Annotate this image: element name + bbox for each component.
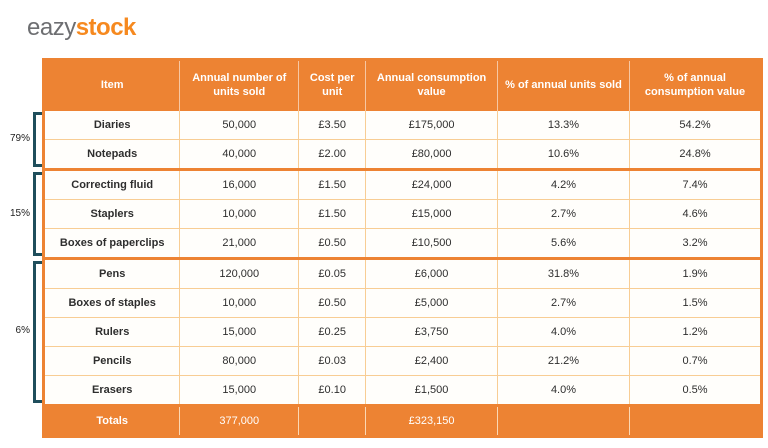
cell-item: Rulers [95,326,130,338]
cell-consumption-value: £2,400 [365,347,497,375]
cell-item: Staplers [90,208,134,220]
section-bracket-a [33,112,46,167]
table-row: Pencils 80,000 £0.03 £2,400 21.2% 0.7% [45,346,760,375]
cell-pct-units: 13.3% [496,111,629,139]
cell-pct-value: 7.4% [629,171,760,199]
section-share-label-c: 6% [15,325,30,336]
cell-item: Pens [99,268,126,280]
col-header-pct-units-sold: % of annual units sold [496,61,629,111]
cell-units: 120,000 [179,260,298,288]
cell-units: 80,000 [179,347,298,375]
cell-consumption-value: £24,000 [365,171,497,199]
cell-units: 10,000 [179,289,298,317]
table-row: Erasers 15,000 £0.10 £1,500 4.0% 0.5% [45,375,760,404]
cell-item: Notepads [87,148,138,160]
section-share-label-b: 15% [9,208,30,219]
table-row: Notepads 40,000 £2.00 £80,000 10.6% 24.8… [45,139,760,168]
cell-pct-value: 3.2% [629,229,760,257]
col-header-annual-consumption-value: Annual consumption value [365,61,497,111]
cell-consumption-value: £15,000 [365,200,497,228]
cell-item: Pencils [92,355,132,367]
col-header-pct-consumption-value: % of annual consumption value [629,61,760,111]
cell-consumption-value: £175,000 [365,111,497,139]
cell-units: 50,000 [179,111,298,139]
cell-cost: £0.03 [298,347,365,375]
cell-cost: £0.05 [298,260,365,288]
totals-row: Totals 377,000 £323,150 [45,404,760,435]
logo-text-eazy: eazy [27,14,76,41]
cell-pct-value: 54.2% [629,111,760,139]
cell-pct-value: 1.2% [629,318,760,346]
cell-item: Erasers [92,384,133,396]
totals-cost [298,407,365,435]
table-row: Diaries 50,000 £3.50 £175,000 13.3% 54.2… [45,111,760,139]
cell-pct-units: 5.6% [496,229,629,257]
table-row: Pens 120,000 £0.05 £6,000 31.8% 1.9% [45,260,760,288]
table-section-b: Correcting fluid 16,000 £1.50 £24,000 4.… [45,168,760,257]
cell-units: 10,000 [179,200,298,228]
cell-units: 21,000 [179,229,298,257]
cell-consumption-value: £6,000 [365,260,497,288]
totals-pct-value [629,407,760,435]
cell-consumption-value: £1,500 [365,376,497,404]
table-row: Boxes of paperclips 21,000 £0.50 £10,500… [45,228,760,257]
cell-pct-units: 2.7% [496,200,629,228]
cell-pct-value: 1.9% [629,260,760,288]
cell-item: Correcting fluid [71,179,154,191]
cell-pct-units: 4.0% [496,318,629,346]
totals-consumption-value: £323,150 [365,407,497,435]
cell-pct-units: 4.2% [496,171,629,199]
table-row: Rulers 15,000 £0.25 £3,750 4.0% 1.2% [45,317,760,346]
cell-pct-units: 21.2% [496,347,629,375]
cell-consumption-value: £10,500 [365,229,497,257]
totals-pct-units [496,407,629,435]
eazystock-logo: eazystock [27,14,136,42]
cell-cost: £0.10 [298,376,365,404]
col-header-annual-units-sold: Annual number of units sold [179,61,298,111]
table-row: Staplers 10,000 £1.50 £15,000 2.7% 4.6% [45,199,760,228]
cell-pct-value: 24.8% [629,140,760,168]
table-row: Correcting fluid 16,000 £1.50 £24,000 4.… [45,171,760,199]
cell-cost: £1.50 [298,171,365,199]
totals-units: 377,000 [179,407,298,435]
cell-consumption-value: £80,000 [365,140,497,168]
logo-text-stock: stock [75,14,137,41]
cell-cost: £0.50 [298,289,365,317]
table-row: Boxes of staples 10,000 £0.50 £5,000 2.7… [45,288,760,317]
section-bracket-c [33,261,46,403]
cell-units: 40,000 [179,140,298,168]
cell-cost: £1.50 [298,200,365,228]
totals-label: Totals [96,415,128,427]
cell-pct-units: 4.0% [496,376,629,404]
cell-cost: £3.50 [298,111,365,139]
cell-pct-value: 0.7% [629,347,760,375]
cell-consumption-value: £3,750 [365,318,497,346]
cell-cost: £0.25 [298,318,365,346]
cell-pct-units: 31.8% [496,260,629,288]
cell-units: 16,000 [179,171,298,199]
cell-pct-units: 2.7% [496,289,629,317]
cell-units: 15,000 [179,318,298,346]
col-header-item: Item [100,79,124,92]
cell-item: Diaries [93,119,131,131]
table-section-c: Pens 120,000 £0.05 £6,000 31.8% 1.9% Box… [45,257,760,404]
table-section-a: Diaries 50,000 £3.50 £175,000 13.3% 54.2… [45,111,760,168]
table-header-row: Item Annual number of units sold Cost pe… [45,61,760,111]
cell-cost: £2.00 [298,140,365,168]
cell-pct-value: 1.5% [629,289,760,317]
section-bracket-b [33,172,46,256]
cell-cost: £0.50 [298,229,365,257]
section-share-label-a: 79% [9,133,30,144]
col-header-cost-per-unit: Cost per unit [298,61,365,111]
cell-pct-value: 4.6% [629,200,760,228]
cell-consumption-value: £5,000 [365,289,497,317]
cell-pct-units: 10.6% [496,140,629,168]
cell-pct-value: 0.5% [629,376,760,404]
cell-item: Boxes of staples [68,297,156,309]
cell-item: Boxes of paperclips [59,237,165,249]
consumption-value-table: Item Annual number of units sold Cost pe… [42,58,763,438]
cell-units: 15,000 [179,376,298,404]
